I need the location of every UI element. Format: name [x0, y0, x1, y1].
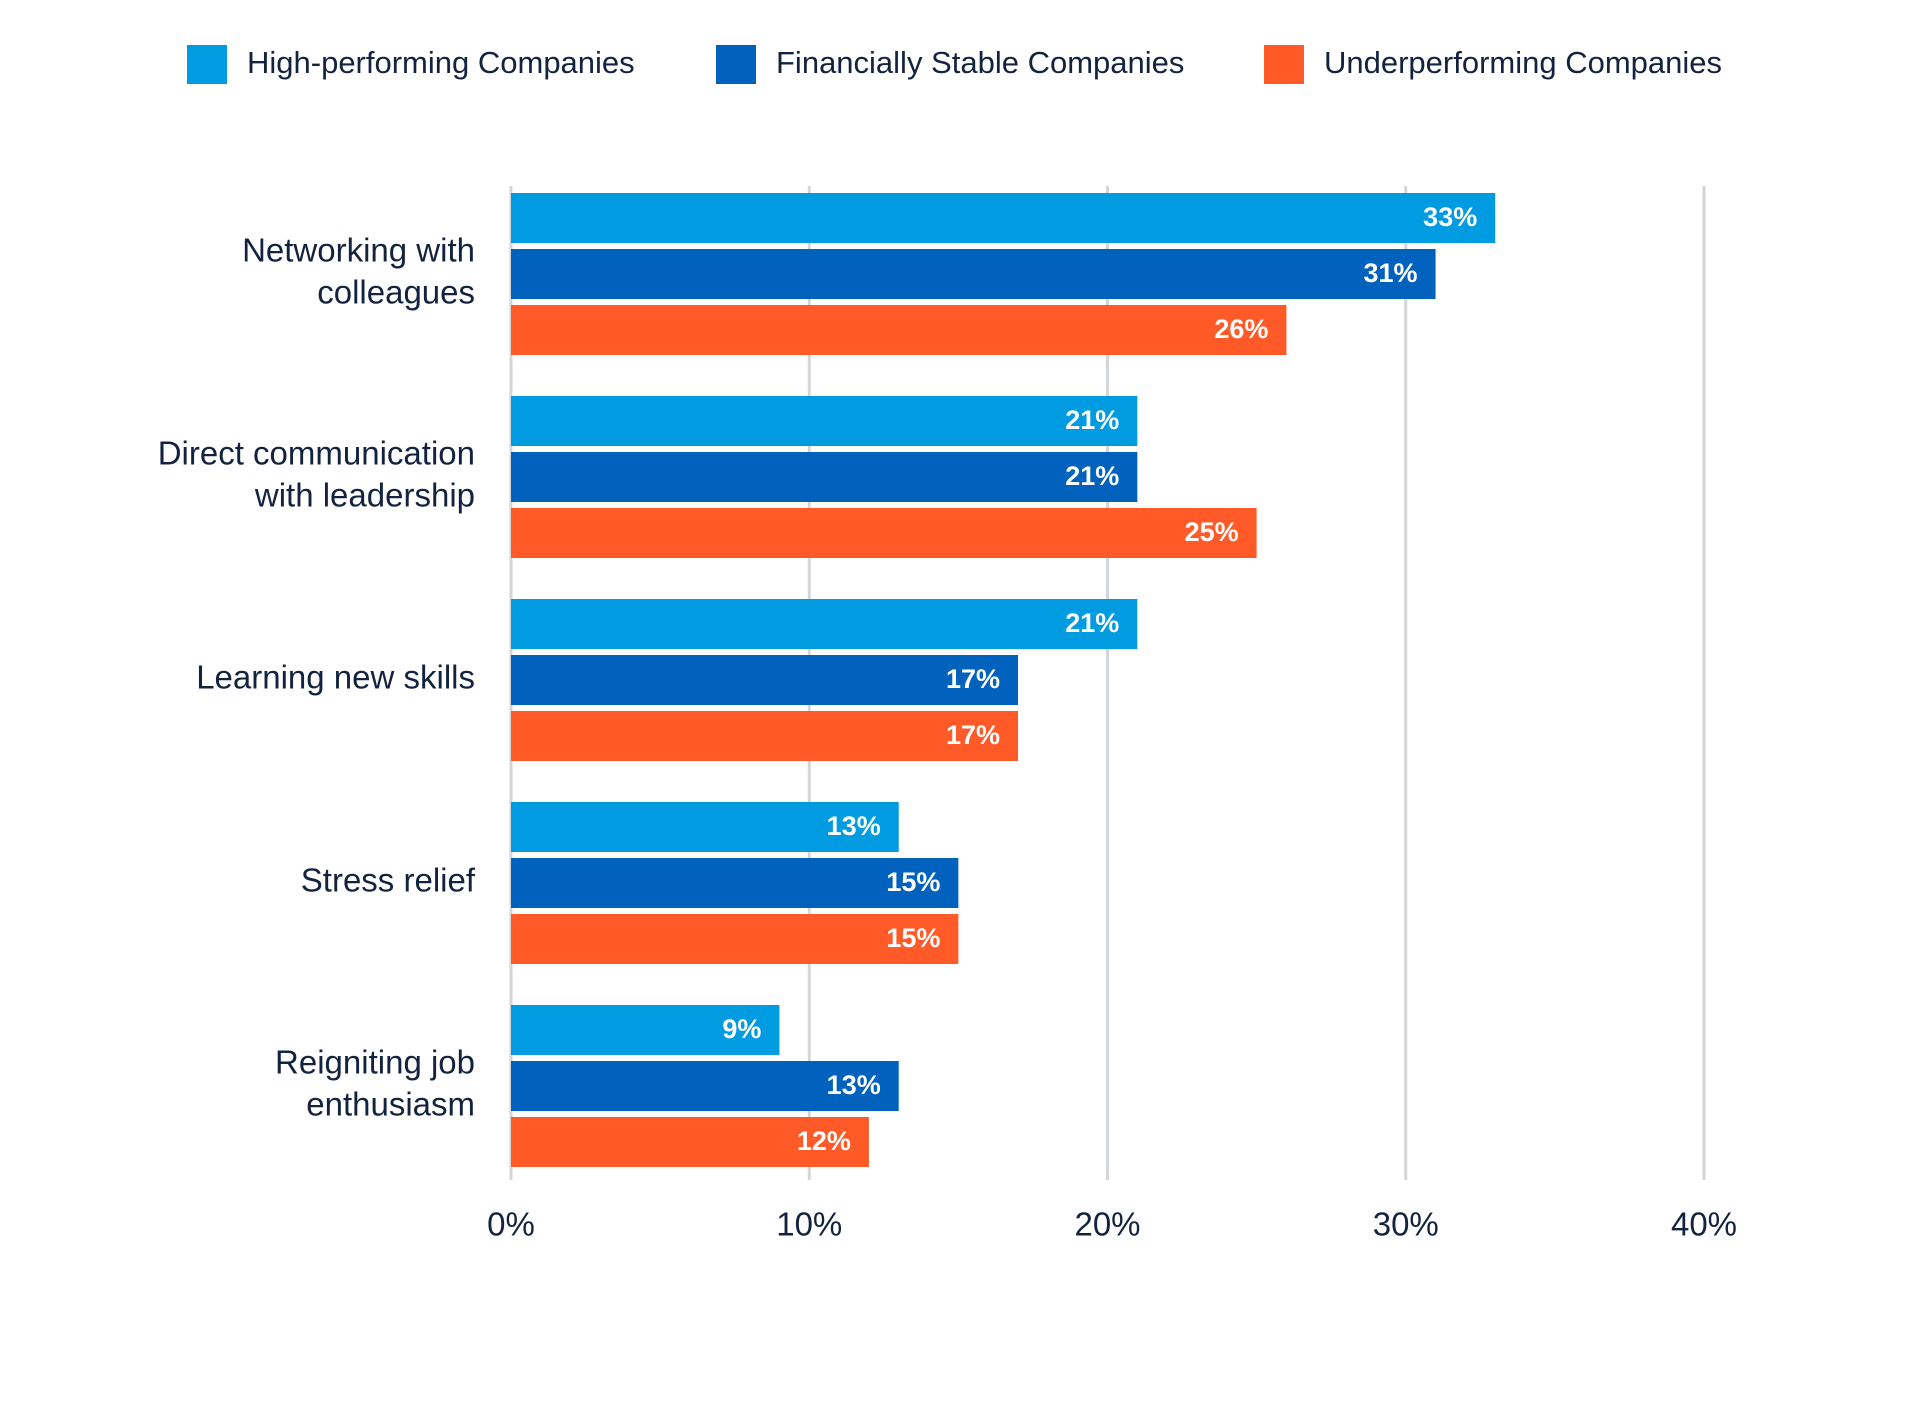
- bar-value-label: 21%: [1065, 405, 1119, 435]
- legend-swatch: [1264, 45, 1304, 84]
- category-label: Networking with: [242, 232, 475, 269]
- legend-label: High-performing Companies: [247, 45, 635, 80]
- legend-label: Financially Stable Companies: [776, 45, 1184, 80]
- category-label: with leadership: [254, 477, 475, 514]
- bar-value-label: 13%: [827, 1070, 881, 1100]
- bar-value-label: 33%: [1423, 202, 1477, 232]
- bars: 33%31%26%21%21%25%21%17%17%13%15%15%9%13…: [511, 193, 1496, 1167]
- category-label: Learning new skills: [196, 659, 475, 696]
- x-tick-label: 0%: [487, 1206, 535, 1243]
- category-label: enthusiasm: [306, 1086, 475, 1123]
- bar: [511, 249, 1436, 299]
- bar: [511, 914, 959, 964]
- bar: [511, 599, 1138, 649]
- bar: [511, 655, 1019, 705]
- bar-value-label: 17%: [946, 720, 1000, 750]
- x-axis-ticks: 0% 10% 20% 30% 40%: [487, 1206, 1737, 1243]
- bar-value-label: 9%: [722, 1014, 761, 1044]
- legend-swatch: [187, 45, 227, 84]
- legend-swatch: [716, 45, 756, 84]
- bar-value-label: 13%: [827, 811, 881, 841]
- category-labels: Networking with colleagues Direct communic…: [158, 232, 476, 1123]
- bar-value-label: 26%: [1214, 314, 1268, 344]
- bar: [511, 508, 1257, 558]
- bar-value-label: 25%: [1185, 517, 1239, 547]
- bar: [511, 396, 1138, 446]
- bar: [511, 305, 1287, 355]
- category-label: colleagues: [317, 274, 475, 311]
- legend-label: Underperforming Companies: [1324, 45, 1722, 80]
- bar: [511, 452, 1138, 502]
- category-label: Reigniting job: [275, 1044, 475, 1081]
- category-label: Stress relief: [301, 862, 476, 899]
- bar: [511, 802, 899, 852]
- bar: [511, 1005, 780, 1055]
- bar-value-label: 21%: [1065, 461, 1119, 491]
- bar-value-label: 21%: [1065, 608, 1119, 638]
- bar-value-label: 15%: [886, 867, 940, 897]
- bar: [511, 858, 959, 908]
- bar-value-label: 12%: [797, 1126, 851, 1156]
- x-tick-label: 30%: [1373, 1206, 1439, 1243]
- x-tick-label: 10%: [776, 1206, 842, 1243]
- bar: [511, 711, 1019, 761]
- bar-value-label: 15%: [886, 923, 940, 953]
- bar-value-label: 17%: [946, 664, 1000, 694]
- bar-value-label: 31%: [1364, 258, 1418, 288]
- bar: [511, 1117, 869, 1167]
- x-tick-label: 20%: [1074, 1206, 1140, 1243]
- bar: [511, 193, 1496, 243]
- legend: High-performing Companies Financially Sta…: [187, 45, 1722, 84]
- bar: [511, 1061, 899, 1111]
- category-label: Direct communication: [158, 435, 475, 472]
- x-tick-label: 40%: [1671, 1206, 1737, 1243]
